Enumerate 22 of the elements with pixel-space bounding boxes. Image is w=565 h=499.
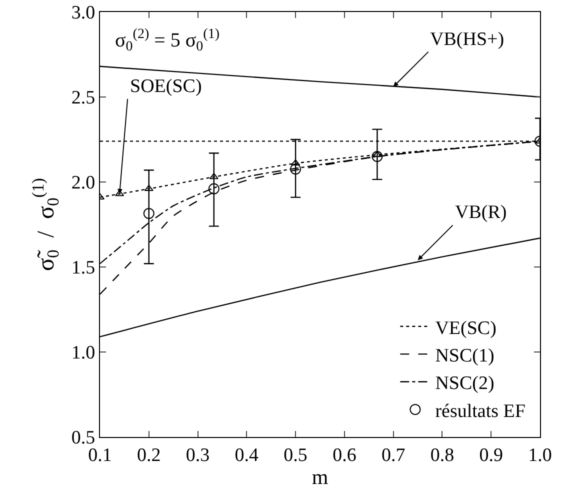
y-tick-label: 3.0	[71, 2, 96, 24]
x-tick-label: 0.2	[137, 444, 161, 466]
x-tick-label: 0.3	[186, 444, 210, 466]
annotation: VB(R)	[455, 202, 507, 223]
x-axis-title: m	[312, 465, 328, 490]
legend-label: VE(SC)	[435, 318, 496, 339]
y-tick-label: 2.5	[71, 88, 96, 109]
annotation: SOE(SC)	[130, 76, 202, 97]
x-tick-label: 0.8	[430, 444, 454, 466]
x-tick-label: 1.0	[528, 444, 552, 466]
legend-label: NSC(1)	[435, 345, 494, 366]
annotation: VB(HS+)	[430, 29, 504, 50]
x-tick-label: 0.5	[284, 444, 308, 466]
y-tick-label: 2.0	[71, 172, 96, 194]
y-tick-label: 1.0	[71, 342, 96, 364]
y-tick-label: 1.5	[71, 258, 96, 279]
legend-label: résultats EF	[435, 400, 526, 422]
legend-label: NSC(2)	[435, 373, 494, 394]
x-tick-label: 0.7	[381, 444, 406, 466]
x-tick-label: 0.4	[234, 444, 260, 466]
x-tick-label: 0.9	[479, 444, 503, 466]
x-tick-label: 0.6	[332, 444, 356, 466]
